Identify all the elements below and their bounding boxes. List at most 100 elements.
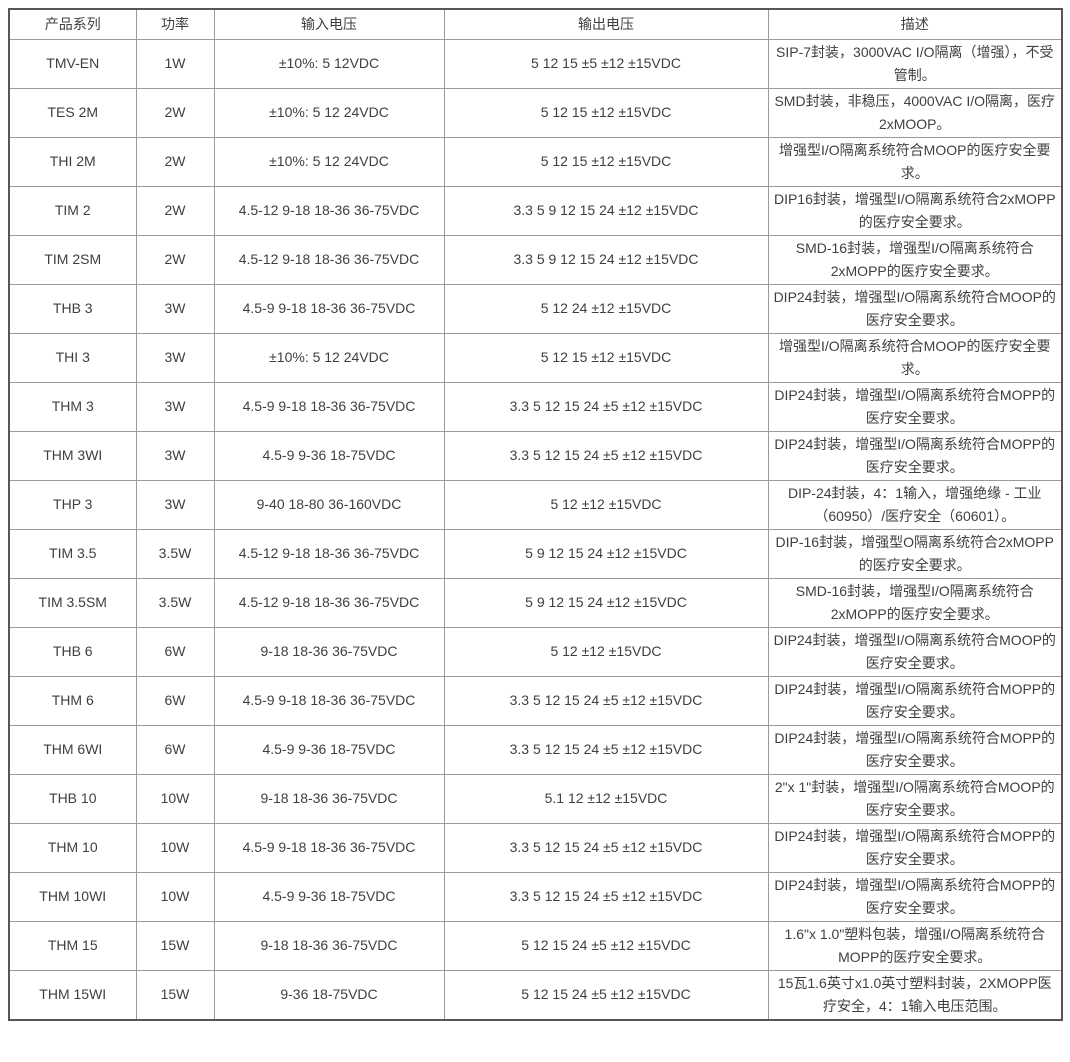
- column-header-product-series: 产品系列: [8, 8, 137, 40]
- cell-description: SIP-7封装，3000VAC I/O隔离（增强），不受管制。: [767, 38, 1063, 89]
- cell-output-voltage: 3.3 5 12 15 24 ±5 ±12 ±15VDC: [443, 822, 769, 873]
- cell-series: THB 3: [8, 283, 137, 334]
- cell-power: 15W: [135, 969, 215, 1020]
- cell-series: THM 10WI: [8, 871, 137, 922]
- column-header-output-voltage: 输出电压: [443, 8, 769, 40]
- cell-output-voltage: 5 12 ±12 ±15VDC: [443, 626, 769, 677]
- cell-power: 1W: [135, 38, 215, 89]
- cell-output-voltage: 5 12 15 ±12 ±15VDC: [443, 136, 769, 187]
- cell-input-voltage: ±10%: 5 12VDC: [213, 38, 445, 89]
- cell-description: DIP24封装，增强型I/O隔离系统符合MOOP的医疗安全要求。: [767, 283, 1063, 334]
- cell-description: 增强型I/O隔离系统符合MOOP的医疗安全要求。: [767, 332, 1063, 383]
- cell-series: TIM 3.5SM: [8, 577, 137, 628]
- cell-input-voltage: ±10%: 5 12 24VDC: [213, 136, 445, 187]
- column-header-description: 描述: [767, 8, 1063, 40]
- cell-power: 3W: [135, 479, 215, 530]
- cell-power: 2W: [135, 234, 215, 285]
- cell-power: 3.5W: [135, 577, 215, 628]
- cell-output-voltage: 3.3 5 12 15 24 ±5 ±12 ±15VDC: [443, 381, 769, 432]
- cell-power: 15W: [135, 920, 215, 971]
- cell-power: 3W: [135, 381, 215, 432]
- table-row: THM 15WI 15W 9-36 18-75VDC 5 12 15 24 ±5…: [8, 969, 1063, 1020]
- cell-input-voltage: 4.5-9 9-18 18-36 36-75VDC: [213, 283, 445, 334]
- cell-input-voltage: 9-40 18-80 36-160VDC: [213, 479, 445, 530]
- cell-description: SMD-16封装，增强型I/O隔离系统符合2xMOPP的医疗安全要求。: [767, 577, 1063, 628]
- cell-output-voltage: 5 12 15 24 ±5 ±12 ±15VDC: [443, 920, 769, 971]
- cell-input-voltage: ±10%: 5 12 24VDC: [213, 87, 445, 138]
- cell-input-voltage: 4.5-12 9-18 18-36 36-75VDC: [213, 185, 445, 236]
- cell-description: DIP24封装，增强型I/O隔离系统符合MOPP的医疗安全要求。: [767, 675, 1063, 726]
- cell-series: TIM 2: [8, 185, 137, 236]
- cell-input-voltage: 4.5-9 9-36 18-75VDC: [213, 724, 445, 775]
- cell-input-voltage: 4.5-9 9-18 18-36 36-75VDC: [213, 822, 445, 873]
- cell-input-voltage: 4.5-9 9-36 18-75VDC: [213, 871, 445, 922]
- table-row: THM 10WI 10W 4.5-9 9-36 18-75VDC 3.3 5 1…: [8, 871, 1063, 922]
- cell-description: DIP-24封装，4：1输入，增强绝缘 - 工业（60950）/医疗安全（606…: [767, 479, 1063, 530]
- cell-output-voltage: 5 9 12 15 24 ±12 ±15VDC: [443, 577, 769, 628]
- cell-input-voltage: 9-18 18-36 36-75VDC: [213, 773, 445, 824]
- cell-input-voltage: 4.5-12 9-18 18-36 36-75VDC: [213, 528, 445, 579]
- cell-power: 2W: [135, 87, 215, 138]
- cell-input-voltage: 9-18 18-36 36-75VDC: [213, 920, 445, 971]
- cell-description: DIP24封装，增强型I/O隔离系统符合MOPP的医疗安全要求。: [767, 430, 1063, 481]
- cell-description: DIP-16封装，增强型O隔离系统符合2xMOPP的医疗安全要求。: [767, 528, 1063, 579]
- column-header-input-voltage: 输入电压: [213, 8, 445, 40]
- cell-output-voltage: 3.3 5 12 15 24 ±5 ±12 ±15VDC: [443, 724, 769, 775]
- cell-description: 增强型I/O隔离系统符合MOOP的医疗安全要求。: [767, 136, 1063, 187]
- table-row: TIM 2SM 2W 4.5-12 9-18 18-36 36-75VDC 3.…: [8, 234, 1063, 285]
- cell-power: 10W: [135, 822, 215, 873]
- cell-description: DIP24封装，增强型I/O隔离系统符合MOPP的医疗安全要求。: [767, 871, 1063, 922]
- table-row: THM 3 3W 4.5-9 9-18 18-36 36-75VDC 3.3 5…: [8, 381, 1063, 432]
- cell-description: DIP16封装，增强型I/O隔离系统符合2xMOPP的医疗安全要求。: [767, 185, 1063, 236]
- column-header-power: 功率: [135, 8, 215, 40]
- cell-power: 10W: [135, 773, 215, 824]
- cell-series: THP 3: [8, 479, 137, 530]
- cell-input-voltage: 4.5-12 9-18 18-36 36-75VDC: [213, 577, 445, 628]
- cell-series: THM 6WI: [8, 724, 137, 775]
- cell-output-voltage: 3.3 5 9 12 15 24 ±12 ±15VDC: [443, 185, 769, 236]
- cell-output-voltage: 5 12 ±12 ±15VDC: [443, 479, 769, 530]
- cell-description: 1.6"x 1.0"塑料包装，增强I/O隔离系统符合MOPP的医疗安全要求。: [767, 920, 1063, 971]
- cell-output-voltage: 3.3 5 12 15 24 ±5 ±12 ±15VDC: [443, 675, 769, 726]
- cell-power: 3W: [135, 283, 215, 334]
- cell-output-voltage: 5 12 15 ±5 ±12 ±15VDC: [443, 38, 769, 89]
- cell-series: TES 2M: [8, 87, 137, 138]
- table-row: TMV-EN 1W ±10%: 5 12VDC 5 12 15 ±5 ±12 ±…: [8, 38, 1063, 89]
- cell-input-voltage: 9-36 18-75VDC: [213, 969, 445, 1020]
- cell-series: THM 15WI: [8, 969, 137, 1020]
- cell-output-voltage: 5 9 12 15 24 ±12 ±15VDC: [443, 528, 769, 579]
- cell-series: THM 3WI: [8, 430, 137, 481]
- cell-power: 3W: [135, 430, 215, 481]
- table-row: TIM 2 2W 4.5-12 9-18 18-36 36-75VDC 3.3 …: [8, 185, 1063, 236]
- cell-input-voltage: 4.5-12 9-18 18-36 36-75VDC: [213, 234, 445, 285]
- cell-series: THM 6: [8, 675, 137, 726]
- cell-output-voltage: 5.1 12 ±12 ±15VDC: [443, 773, 769, 824]
- cell-series: THM 10: [8, 822, 137, 873]
- cell-series: THB 10: [8, 773, 137, 824]
- cell-description: SMD封装，非稳压，4000VAC I/O隔离，医疗2xMOOP。: [767, 87, 1063, 138]
- table-row: THB 3 3W 4.5-9 9-18 18-36 36-75VDC 5 12 …: [8, 283, 1063, 334]
- cell-power: 10W: [135, 871, 215, 922]
- products-table: 产品系列 功率 输入电压 输出电压 描述 TMV-EN 1W ±10%: 5 1…: [8, 8, 1063, 1021]
- cell-description: 2"x 1"封装，增强型I/O隔离系统符合MOOP的医疗安全要求。: [767, 773, 1063, 824]
- cell-description: 15瓦1.6英寸x1.0英寸塑料封装，2XMOPP医疗安全，4：1输入电压范围。: [767, 969, 1063, 1020]
- cell-output-voltage: 3.3 5 12 15 24 ±5 ±12 ±15VDC: [443, 871, 769, 922]
- table-row: THP 3 3W 9-40 18-80 36-160VDC 5 12 ±12 ±…: [8, 479, 1063, 530]
- cell-power: 6W: [135, 675, 215, 726]
- cell-series: THM 15: [8, 920, 137, 971]
- table-row: TIM 3.5SM 3.5W 4.5-12 9-18 18-36 36-75VD…: [8, 577, 1063, 628]
- cell-input-voltage: 4.5-9 9-18 18-36 36-75VDC: [213, 675, 445, 726]
- cell-series: TMV-EN: [8, 38, 137, 89]
- cell-description: DIP24封装，增强型I/O隔离系统符合MOPP的医疗安全要求。: [767, 724, 1063, 775]
- cell-power: 6W: [135, 724, 215, 775]
- cell-series: THI 2M: [8, 136, 137, 187]
- cell-input-voltage: 4.5-9 9-18 18-36 36-75VDC: [213, 381, 445, 432]
- cell-series: TIM 3.5: [8, 528, 137, 579]
- cell-series: THB 6: [8, 626, 137, 677]
- cell-input-voltage: ±10%: 5 12 24VDC: [213, 332, 445, 383]
- cell-output-voltage: 5 12 24 ±12 ±15VDC: [443, 283, 769, 334]
- table-row: THM 3WI 3W 4.5-9 9-36 18-75VDC 3.3 5 12 …: [8, 430, 1063, 481]
- cell-power: 2W: [135, 136, 215, 187]
- table-row: THI 2M 2W ±10%: 5 12 24VDC 5 12 15 ±12 ±…: [8, 136, 1063, 187]
